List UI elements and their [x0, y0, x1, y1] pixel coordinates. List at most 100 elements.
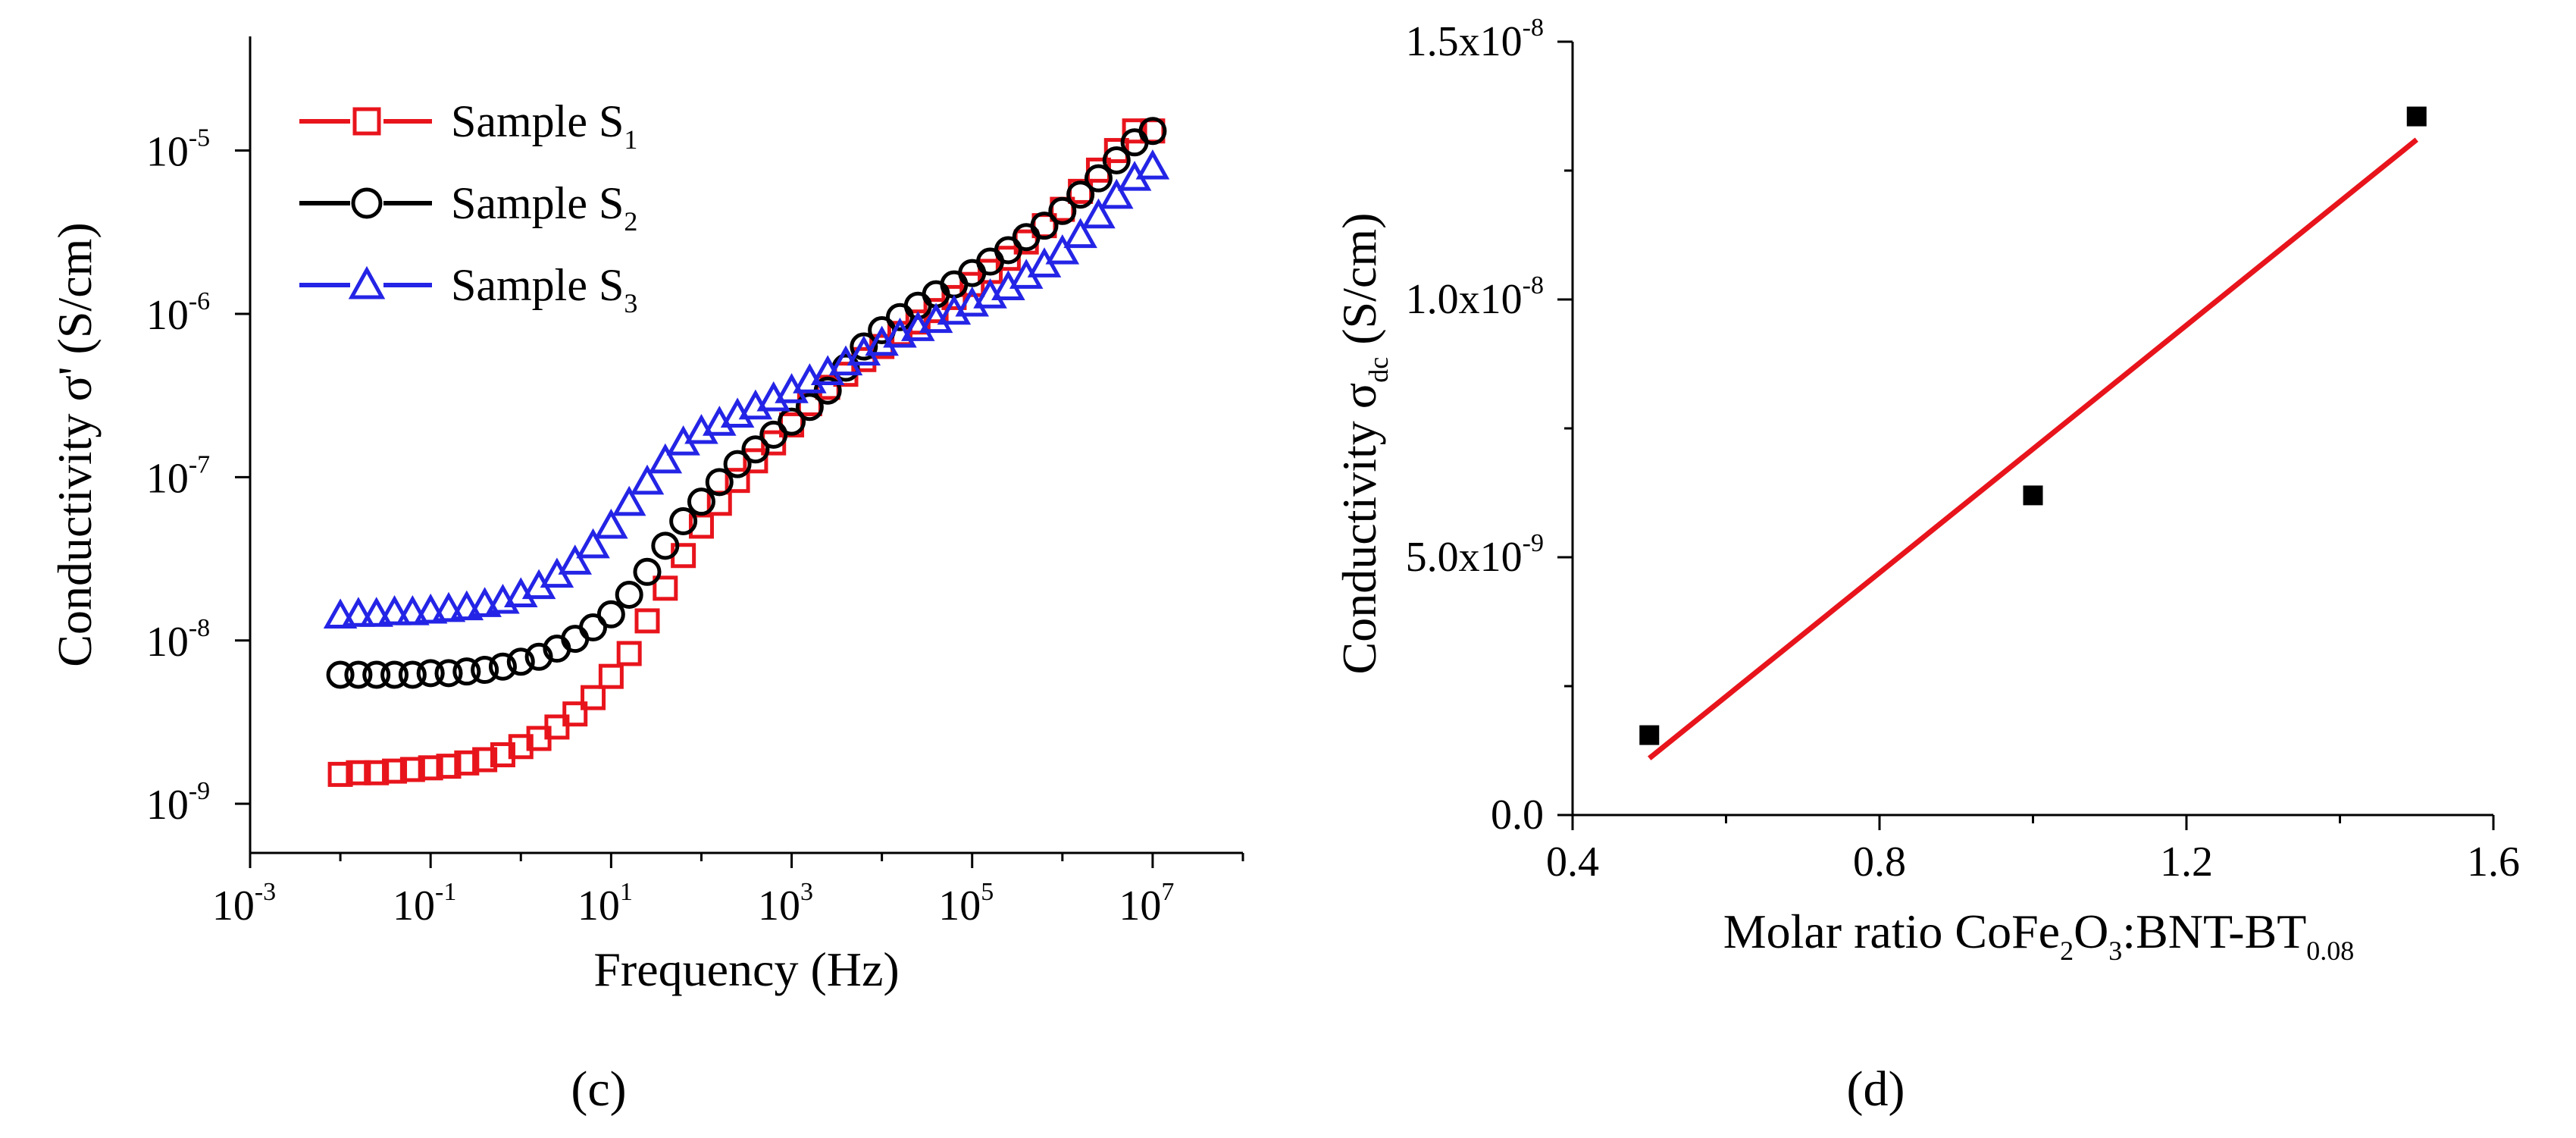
- panel-c-data-point: [615, 580, 643, 609]
- panel-c-data-point: [630, 464, 665, 495]
- panel-c-y-axis-label: Conductivity σ' (S/cm): [48, 222, 102, 666]
- panel-c-data-point: [398, 660, 427, 689]
- panel-c-data-point: [524, 642, 553, 671]
- panel-c-x-tick-label: 10-1: [393, 878, 456, 930]
- panel-c-data-point: [612, 485, 646, 516]
- panel-c-data-point: [633, 557, 662, 586]
- panel-c-data-point: [452, 657, 481, 686]
- panel-c-data-point: [1045, 234, 1080, 265]
- panel-c-data-point: [1138, 117, 1167, 146]
- panel-c-data-point: [1066, 180, 1095, 209]
- panel-d-x-tick-label: 0.4: [1546, 839, 1599, 886]
- panel-c-data-point: [648, 443, 683, 474]
- panel-c-x-tick-label: 105: [938, 878, 994, 930]
- panel-c-data-point: [396, 595, 430, 625]
- panel-c-data-point: [741, 435, 770, 464]
- panel-c-data-point: [418, 755, 443, 781]
- panel-c-data-point: [596, 600, 625, 629]
- panel-c-data-point: [399, 757, 425, 782]
- panel-c-data-point: [382, 758, 408, 784]
- panel-d-label: (d): [1847, 1061, 1905, 1117]
- panel-c-legend-marker: [351, 187, 383, 219]
- panel-c-series-3: [323, 149, 1170, 629]
- panel-c-data-point: [488, 652, 517, 681]
- panel-c-legend-label: Sample S1: [451, 96, 637, 155]
- panel-c-legend-marker: [352, 107, 381, 136]
- panel-c-data-point: [413, 593, 448, 624]
- panel-c-data-point: [653, 575, 678, 601]
- panel-c-data-point: [1135, 149, 1170, 180]
- panel-c-data-point: [1122, 118, 1147, 144]
- panel-c-data-point: [562, 701, 588, 727]
- panel-c-data-point: [850, 332, 878, 361]
- panel-c-data-point: [723, 450, 752, 478]
- panel-c-data-point: [362, 660, 391, 689]
- panel-d-y-axis-label: Conductivity σdc (S/cm): [1332, 213, 1394, 675]
- panel-d-x-tick-label: 0.8: [1853, 839, 1906, 886]
- panel-c-data-point: [616, 641, 642, 666]
- panel-c-legend-marker: [348, 265, 386, 299]
- panel-c-data-point: [725, 468, 750, 494]
- panel-c-data-point: [346, 760, 371, 785]
- panel-d-y-tick-label: 1.0x10-8: [1406, 271, 1544, 323]
- panel-c-y-tick-label: 10-8: [146, 614, 210, 666]
- panel-c-data-point: [490, 742, 515, 768]
- panel-c-x-axis-label: Frequency (Hz): [593, 942, 899, 996]
- panel-c-data-point: [471, 656, 499, 685]
- panel-c-data-point: [377, 595, 412, 625]
- panel-c-data-point: [323, 598, 358, 629]
- panel-c-data-point: [341, 597, 376, 627]
- panel-c-data-point: [508, 734, 534, 760]
- panel-d-fit-line: [1648, 137, 2418, 760]
- panel-c-legend-label: Sample S2: [451, 178, 637, 237]
- panel-c-data-point: [380, 660, 409, 689]
- panel-d-chart: 0.4 0.8 1.2 1.6 0.0 5.0x10-9 1.0x10-8 1.5x10-8…: [1332, 14, 2520, 1117]
- panel-c-data-point: [669, 507, 698, 536]
- panel-c-data-point: [598, 663, 624, 689]
- panel-c-y-tick-label: 10-9: [146, 777, 210, 829]
- panel-c-x-tick-label: 10-3: [212, 878, 276, 930]
- panel-c-data-point: [449, 590, 484, 621]
- panel-c-data-point: [344, 660, 373, 689]
- panel-c-data-point: [759, 420, 788, 449]
- panel-d-y-tick-label: 5.0x10-9: [1406, 529, 1544, 581]
- panel-c-data-point: [778, 407, 806, 436]
- panel-c-data-point: [579, 613, 608, 642]
- panel-c-data-point: [705, 468, 734, 497]
- panel-c-data-point: [416, 659, 445, 688]
- panel-d-data-point: [2406, 106, 2427, 127]
- panel-c-data-point: [454, 750, 480, 776]
- panel-c-data-point: [326, 660, 355, 689]
- panel-c-legend-entry-1: Sample S1: [299, 96, 637, 155]
- panel-c-data-point: [1063, 218, 1097, 249]
- panel-c-data-point: [359, 597, 394, 627]
- panel-c-data-point: [327, 761, 353, 787]
- panel-d-x-tick-label: 1.2: [2160, 839, 2213, 886]
- panel-c-data-point: [743, 448, 768, 474]
- panel-c-data-point: [1099, 178, 1134, 209]
- panel-c-data-point: [558, 544, 593, 575]
- panel-c-data-point: [364, 760, 390, 785]
- panel-c-label: (c): [571, 1061, 626, 1117]
- panel-d-data-point: [2023, 485, 2043, 506]
- panel-c-x-tick-label: 101: [577, 878, 633, 930]
- panel-d-x-axis-label: Molar ratio CoFe2O3:BNT-BT0.08: [1723, 904, 2355, 966]
- panel-c-legend: Sample S1 Sample S2 Sample S3: [299, 96, 637, 318]
- panel-c-legend-entry-2: Sample S2: [299, 178, 637, 237]
- panel-c-data-point: [581, 685, 606, 710]
- panel-c-data-point: [1102, 146, 1131, 174]
- panel-c-x-tick-label: 103: [758, 878, 813, 930]
- panel-c-data-point: [594, 508, 628, 539]
- panel-c-data-point: [472, 747, 498, 773]
- panel-c-legend-entry-3: Sample S3: [299, 260, 637, 318]
- panel-c-legend-label: Sample S3: [451, 260, 637, 318]
- panel-c-series-2: [326, 117, 1167, 689]
- panel-c-data-point: [431, 591, 466, 622]
- panel-c-data-point: [436, 754, 462, 779]
- panel-d-data-point: [1639, 725, 1660, 745]
- panel-c-chart: 10-3 10-1 101 103 105 107 10-9 10-8 10-7 10-6 10-…: [48, 36, 1244, 1117]
- panel-c-data-point: [687, 487, 715, 516]
- panel-c-data-point: [1084, 164, 1113, 193]
- panel-c-x-tick-label: 107: [1119, 878, 1174, 930]
